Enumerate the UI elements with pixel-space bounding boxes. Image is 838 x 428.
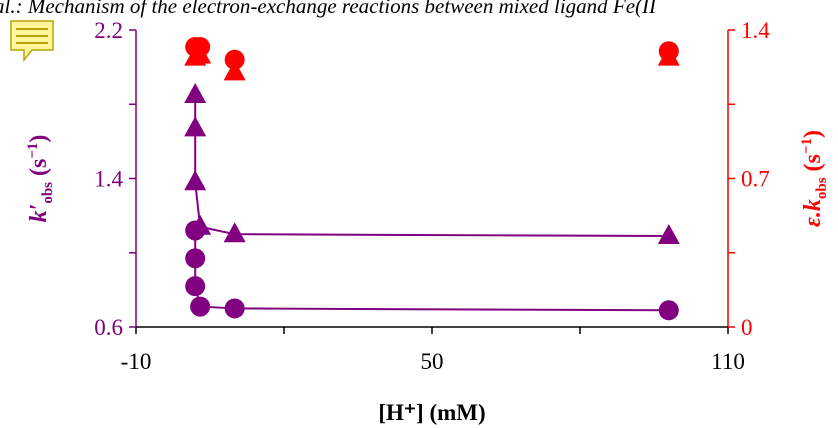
left-y-tick-label: 2.2 [94,18,123,43]
data-point-circle [658,300,679,321]
left-y-axis-label: k′obs (s−1) [25,135,56,223]
data-point-triangle [184,82,207,103]
left-y-tick-label: 1.4 [94,167,123,192]
x-tick-label: 50 [421,349,444,374]
right-y-tick-label: 1.4 [741,18,770,43]
data-point-circle [190,36,211,57]
series-line [194,230,669,312]
data-point-circle [190,296,211,317]
x-axis-label: [H⁺] (mM) [378,400,485,425]
data-point-circle [658,41,679,62]
data-point-triangle [184,116,207,137]
x-tick-label: -10 [121,349,152,374]
right-y-axis-label: ε.kobs (s−1) [799,130,830,227]
data-point-circle [224,298,245,319]
data-point-circle [185,220,206,241]
data-point-triangle [184,170,207,191]
right-y-tick-label: 0.7 [741,167,770,192]
header-caption: al.: Mechanism of the electron-exchange … [0,0,657,18]
series-line [194,94,669,238]
data-point-triangle [223,60,246,81]
note-icon[interactable] [10,20,54,64]
data-point-triangle [657,224,680,245]
axis-labels: [H⁺] (mM) k′obs (s−1) ε.kobs (s−1) [25,130,830,425]
data-point-circle [224,49,245,70]
left-y-tick-label: 0.6 [94,315,123,340]
axes: -10 50 110 0.6 1.4 2.2 0 0.7 1.4 [94,18,770,374]
data-point-triangle [223,222,246,243]
data-point-circle [185,276,206,297]
x-tick-label: 110 [711,349,745,374]
plot-area [184,36,680,321]
right-y-tick-label: 0 [741,315,753,340]
data-point-circle [185,248,206,269]
